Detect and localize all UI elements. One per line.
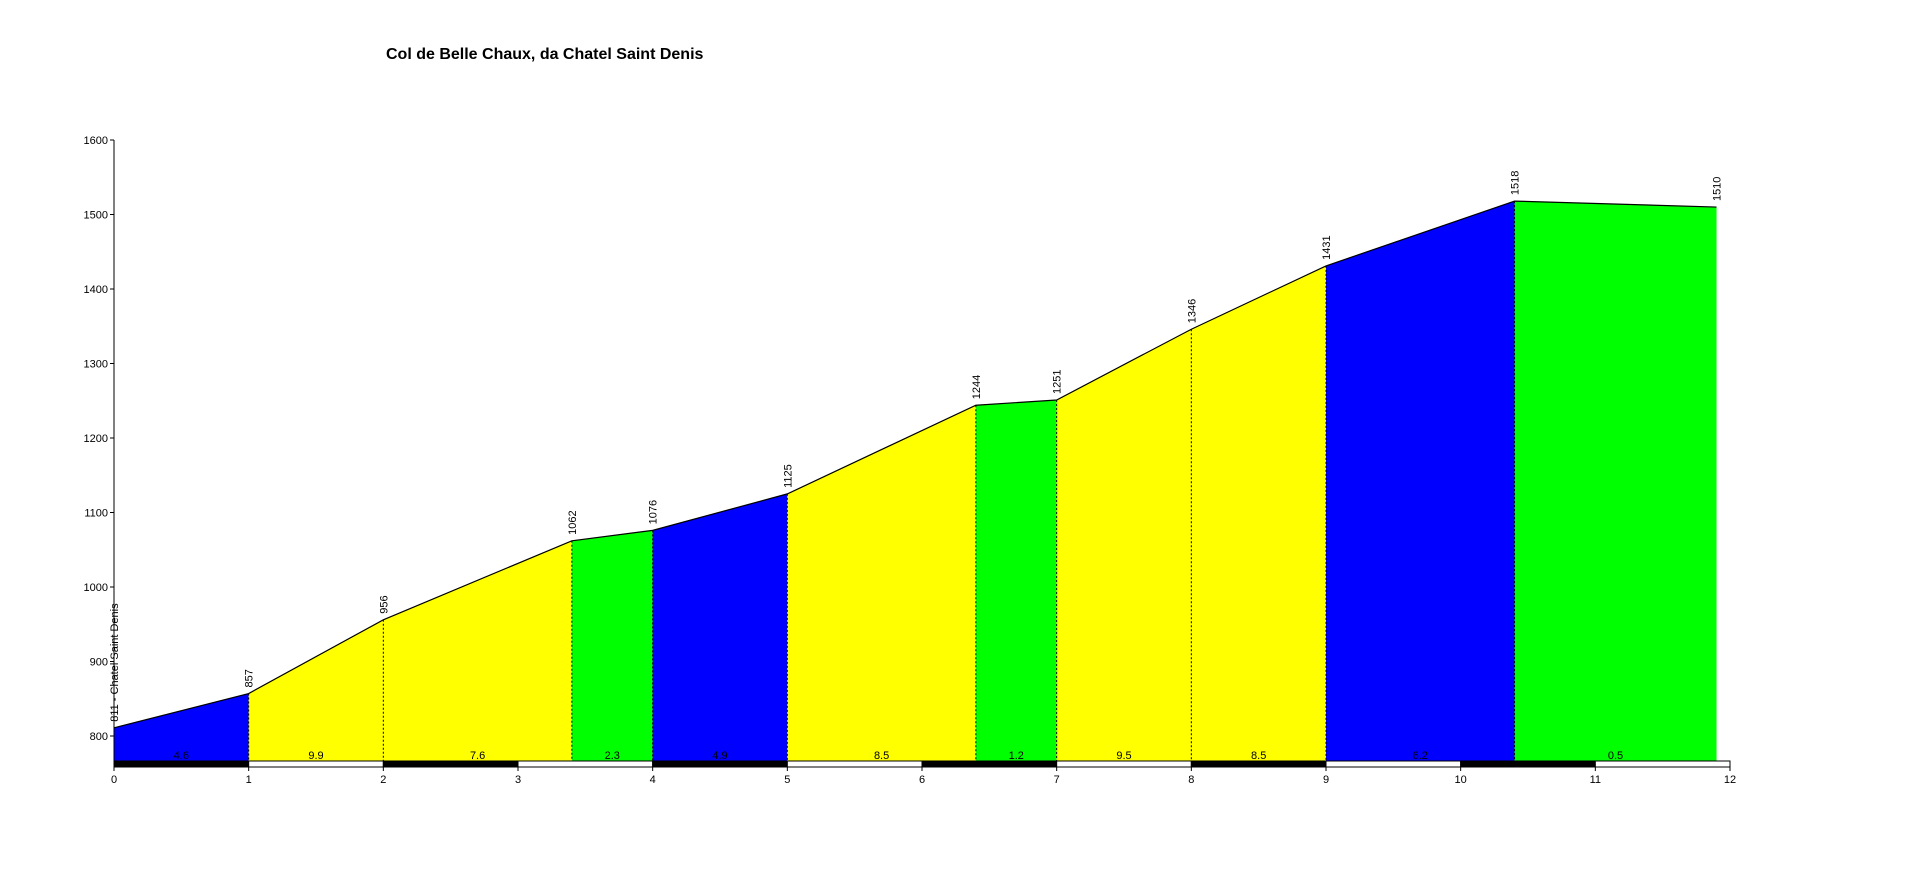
gradient-label: 4.6 <box>174 750 189 762</box>
profile-segment-4 <box>571 530 653 761</box>
x-tick-label: 8 <box>1188 774 1194 786</box>
y-tick-label: 1400 <box>84 284 108 296</box>
km-bar-block <box>786 760 923 768</box>
gradient-label: 6.2 <box>1413 750 1428 762</box>
km-bar-block <box>1594 760 1731 768</box>
elevation-label: 956 <box>378 595 390 613</box>
profile-segment-10 <box>1326 201 1515 762</box>
elevation-label: 857 <box>244 669 256 687</box>
x-tick-label: 6 <box>919 774 925 786</box>
gradient-label: 4.9 <box>712 750 727 762</box>
chart-title: Col de Belle Chaux, da Chatel Saint Deni… <box>386 46 704 63</box>
km-bar-block <box>382 760 519 768</box>
x-tick-label: 7 <box>1054 774 1060 786</box>
elevation-label: 1062 <box>567 510 579 534</box>
profile-segment-3 <box>383 540 572 761</box>
elevation-label: 1431 <box>1321 235 1333 259</box>
x-tick-label: 4 <box>650 774 656 786</box>
km-scale-bar <box>113 760 1731 768</box>
gradient-label: 1.2 <box>1009 750 1024 762</box>
x-tick-label: 5 <box>784 774 790 786</box>
profile-segment-11 <box>1514 201 1717 762</box>
y-tick-label: 900 <box>90 657 108 669</box>
elevation-label: 1346 <box>1186 299 1198 323</box>
x-tick-label: 3 <box>515 774 521 786</box>
x-tick-label: 11 <box>1590 774 1601 786</box>
profile-segment-1 <box>114 693 249 761</box>
km-bar-block <box>1325 760 1462 768</box>
km-bar-block <box>517 760 654 768</box>
elevation-labels: 811 - Chatel Saint Denis 857 956 1062 1076 11… <box>109 171 1724 722</box>
profile-segment-6 <box>787 405 976 761</box>
y-tick-label: 1600 <box>84 135 108 147</box>
profile-segment-5 <box>652 493 788 761</box>
gradient-label: 9.9 <box>308 750 323 762</box>
elevation-label: 1518 <box>1510 171 1522 195</box>
gradient-label: 9.5 <box>1116 750 1131 762</box>
x-tick-label: 9 <box>1323 774 1329 786</box>
elevation-label: 811 - Chatel Saint Denis <box>109 603 121 722</box>
x-tick-label: 10 <box>1455 774 1467 786</box>
gradient-labels: 4.6 9.9 7.6 2.3 4.9 8.5 1.2 9.5 8.5 6.2 0.5 <box>174 750 1623 762</box>
y-tick-label: 800 <box>90 731 108 743</box>
elevation-label: 1125 <box>782 464 794 488</box>
elevation-label: 1244 <box>971 375 983 399</box>
profile-line <box>113 200 1717 729</box>
x-tick-label: 1 <box>246 774 252 786</box>
y-tick-label: 1100 <box>84 508 108 520</box>
x-tick-label: 12 <box>1724 774 1736 786</box>
profile-segment-2 <box>248 619 384 761</box>
profile-segments <box>114 201 1717 762</box>
y-tick-label: 1200 <box>84 433 108 445</box>
x-tick-label: 2 <box>380 774 386 786</box>
gradient-label: 0.5 <box>1608 750 1623 762</box>
gradient-label: 2.3 <box>605 750 620 762</box>
gradient-label: 8.5 <box>1251 750 1266 762</box>
profile-segment-8 <box>1056 329 1192 761</box>
y-tick-label: 1500 <box>84 210 108 222</box>
x-tick-label: 0 <box>111 774 117 786</box>
gradient-label: 8.5 <box>874 750 889 762</box>
elevation-label: 1510 <box>1712 177 1724 201</box>
profile-segment-7 <box>975 400 1057 761</box>
gradient-label: 7.6 <box>470 750 485 762</box>
km-bar-block <box>1460 760 1596 768</box>
profile-segment-9 <box>1191 265 1326 761</box>
y-tick-label: 1300 <box>84 359 108 371</box>
elevation-label: 1251 <box>1052 370 1064 394</box>
km-bar-block <box>921 760 1058 768</box>
y-tick-label: 1000 <box>84 582 108 594</box>
elevation-label: 1076 <box>648 500 660 524</box>
profile-outline <box>113 200 1717 761</box>
